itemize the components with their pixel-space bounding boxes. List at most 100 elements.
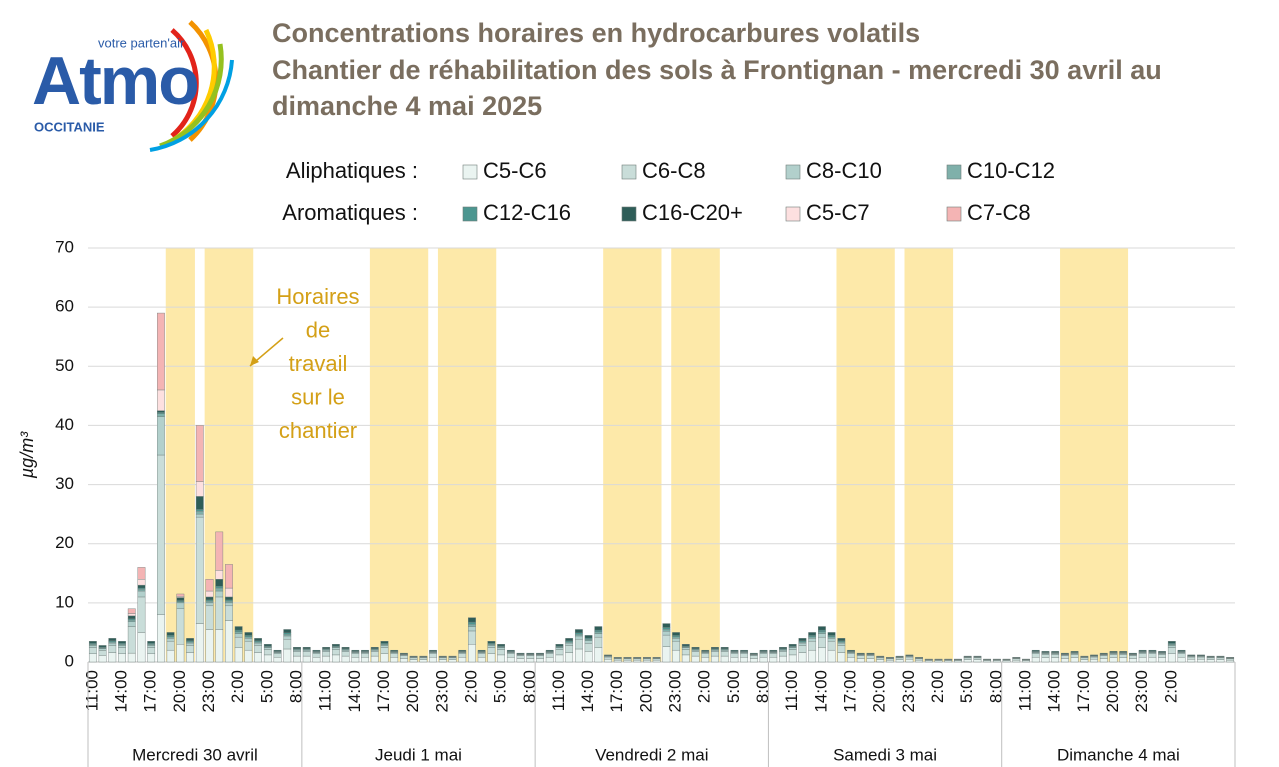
bar-segment bbox=[147, 645, 156, 648]
bar-segment bbox=[788, 644, 797, 647]
bar-segment bbox=[244, 635, 253, 638]
bar-segment bbox=[1012, 658, 1021, 661]
x-tick-label: 14:00 bbox=[345, 670, 364, 713]
x-tick-label: 2:00 bbox=[461, 670, 480, 703]
bar-segment bbox=[1138, 649, 1147, 652]
bar-segment bbox=[623, 659, 632, 663]
bar-segment bbox=[662, 634, 671, 647]
bar-segment bbox=[701, 653, 710, 658]
bar-segment bbox=[283, 635, 292, 640]
bar-segment bbox=[157, 312, 165, 391]
bar-segment bbox=[1119, 654, 1128, 658]
bar-segment bbox=[1167, 647, 1176, 654]
bar-segment bbox=[565, 645, 574, 653]
bar-segment bbox=[594, 636, 603, 649]
bar-segment bbox=[244, 636, 253, 639]
x-tick-label: 17:00 bbox=[374, 670, 393, 713]
bar-segment bbox=[779, 647, 787, 649]
bar-segment bbox=[827, 641, 836, 651]
annotation: Horaires bbox=[276, 284, 359, 309]
bar-segment bbox=[341, 647, 350, 649]
bar-segment bbox=[1158, 654, 1166, 658]
bar-segment bbox=[798, 652, 807, 663]
bar-segment bbox=[487, 653, 496, 663]
bar-segment bbox=[1031, 649, 1040, 652]
bar-segment bbox=[1051, 651, 1060, 653]
bar-segment bbox=[497, 644, 506, 647]
bar-segment bbox=[672, 636, 680, 639]
bar-segment bbox=[127, 626, 136, 654]
x-tick-label: 17:00 bbox=[841, 670, 860, 713]
bar-segment bbox=[1099, 652, 1108, 655]
y-tick-label: 50 bbox=[55, 356, 74, 375]
bar-segment bbox=[604, 656, 612, 660]
bar-segment bbox=[594, 631, 603, 634]
bar-segment bbox=[1167, 641, 1176, 644]
bar-segment bbox=[847, 657, 855, 663]
bar-segment bbox=[186, 645, 194, 653]
annotation: de bbox=[306, 317, 330, 342]
logo-name: Atmo bbox=[32, 43, 198, 119]
y-axis-label: µg/m³ bbox=[17, 431, 37, 479]
bar-segment bbox=[856, 655, 865, 659]
bar-segment bbox=[254, 638, 262, 641]
bar-segment bbox=[137, 590, 146, 598]
bar-segment bbox=[662, 623, 671, 628]
bar-segment bbox=[1158, 651, 1166, 653]
bar-segment bbox=[331, 644, 340, 647]
x-tick-label: 8:00 bbox=[753, 670, 772, 703]
bar-segment bbox=[915, 658, 923, 661]
bar-segment bbox=[361, 653, 369, 658]
legend-label: C8-C10 bbox=[806, 158, 882, 183]
bar-segment bbox=[312, 653, 321, 658]
bar-segment bbox=[390, 653, 399, 658]
bar-segment bbox=[788, 649, 797, 656]
bar-segment bbox=[565, 638, 574, 641]
bar-segment bbox=[380, 641, 389, 644]
bar-segment bbox=[166, 638, 175, 642]
bar-segment bbox=[468, 621, 476, 625]
bar-segment bbox=[468, 617, 476, 623]
group-label: Samedi 3 mai bbox=[833, 745, 937, 764]
x-tick-label: 2:00 bbox=[1161, 670, 1180, 703]
bar-segment bbox=[302, 647, 311, 649]
bar-segment bbox=[234, 633, 243, 638]
bar-segment bbox=[1109, 654, 1118, 658]
bar-segment bbox=[225, 564, 233, 589]
bar-segment bbox=[506, 657, 515, 663]
bar-segment bbox=[662, 631, 671, 636]
bar-segment bbox=[847, 653, 855, 658]
bar-segment bbox=[468, 644, 476, 663]
bar-segment bbox=[225, 620, 233, 663]
bar-segment bbox=[720, 647, 729, 649]
legend-label: C7-C8 bbox=[967, 200, 1031, 225]
bar-segment bbox=[681, 654, 690, 663]
bar-segment bbox=[361, 657, 369, 663]
bar-segment bbox=[283, 629, 292, 633]
bar-segment bbox=[390, 657, 399, 663]
legend-label: C5-C7 bbox=[806, 200, 870, 225]
bar-segment bbox=[468, 630, 476, 645]
annotation-arrowhead bbox=[250, 356, 259, 366]
bar-segment bbox=[127, 608, 136, 614]
bar-segment bbox=[215, 531, 224, 571]
bar-segment bbox=[409, 655, 418, 657]
work-hours-band bbox=[437, 248, 497, 662]
bar-segment bbox=[555, 654, 564, 663]
bar-segment bbox=[127, 621, 136, 627]
bar-segment bbox=[633, 658, 642, 661]
bar-segment bbox=[244, 641, 253, 651]
bar-segment bbox=[438, 657, 447, 660]
bar-segment bbox=[1216, 659, 1225, 663]
bar-segment bbox=[1148, 653, 1157, 658]
bar-segment bbox=[215, 570, 224, 580]
bar-segment bbox=[711, 651, 719, 657]
bar-segment bbox=[205, 629, 214, 663]
bar-segment bbox=[866, 652, 875, 655]
bar-segment bbox=[448, 655, 457, 657]
bar-segment bbox=[827, 632, 836, 636]
bar-segment bbox=[176, 593, 185, 597]
bar-segment bbox=[419, 655, 428, 657]
bar-segment bbox=[536, 655, 544, 659]
bar-segment bbox=[701, 649, 710, 652]
